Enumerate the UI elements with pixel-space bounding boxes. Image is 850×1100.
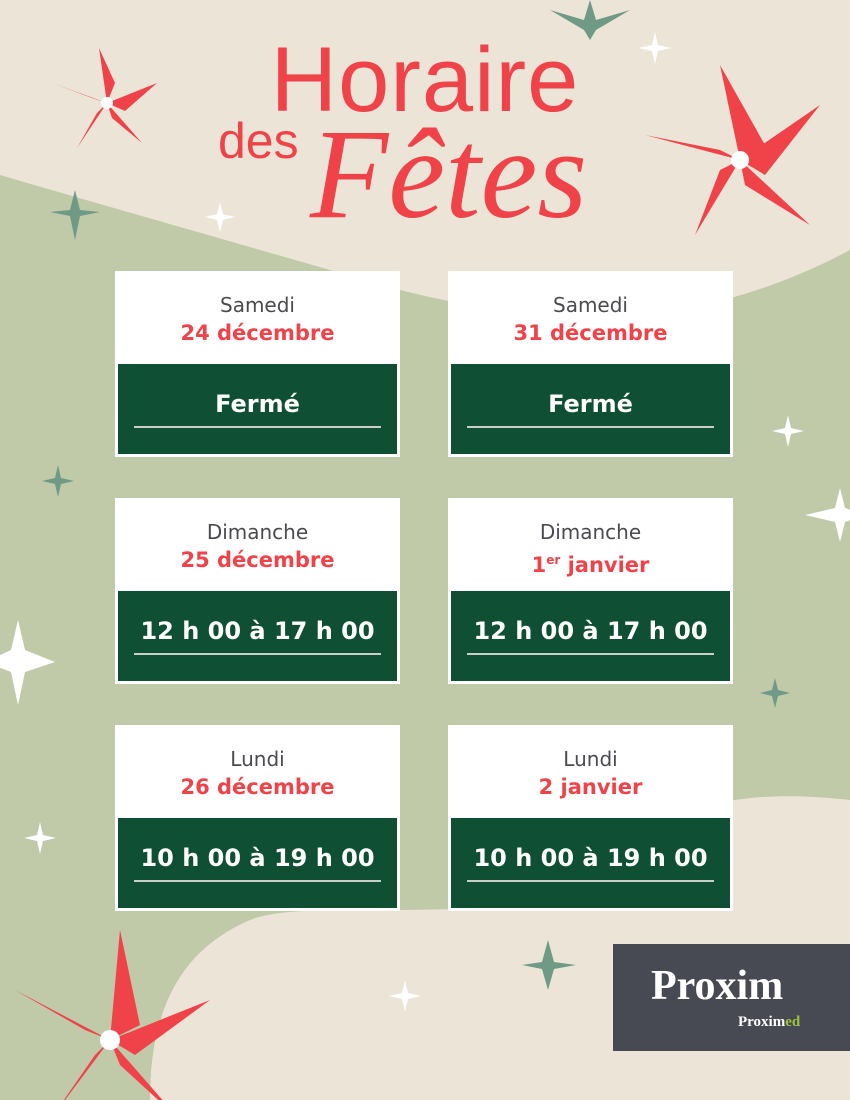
title-des: des bbox=[218, 113, 299, 169]
schedule-card: Dimanche 1er janvier 12 h 00 à 17 h 00 bbox=[448, 498, 733, 684]
card-day: Dimanche bbox=[206, 520, 309, 544]
divider bbox=[134, 880, 381, 882]
divider bbox=[467, 653, 714, 655]
card-day: Lundi bbox=[563, 747, 618, 771]
logo-sub: Proximed bbox=[738, 1014, 801, 1030]
poinsettia-icon bbox=[645, 65, 820, 235]
divider bbox=[467, 426, 714, 428]
title-horaire: Horaire bbox=[270, 29, 580, 131]
card-hours: 10 h 00 à 19 h 00 bbox=[140, 844, 375, 872]
card-hours: 12 h 00 à 17 h 00 bbox=[140, 617, 375, 645]
card-hours: Fermé bbox=[215, 390, 300, 418]
schedule-card: Dimanche 25 décembre 12 h 00 à 17 h 00 bbox=[115, 498, 400, 684]
card-date: 24 décembre bbox=[180, 321, 335, 345]
divider bbox=[134, 653, 381, 655]
card-day: Samedi bbox=[553, 293, 628, 317]
card-date: 25 décembre bbox=[180, 548, 335, 572]
card-date: 2 janvier bbox=[538, 775, 643, 799]
card-hours: 10 h 00 à 19 h 00 bbox=[473, 844, 708, 872]
card-date: 31 décembre bbox=[513, 321, 668, 345]
card-hours: Fermé bbox=[548, 390, 633, 418]
star-leaf-icon bbox=[42, 0, 790, 990]
title-fetes: Fêtes bbox=[310, 103, 588, 245]
poinsettia-icon bbox=[15, 930, 210, 1100]
card-hours: 12 h 00 à 17 h 00 bbox=[473, 617, 708, 645]
divider bbox=[467, 880, 714, 882]
poinsettia-icon bbox=[52, 48, 157, 148]
card-date: 1er janvier bbox=[531, 553, 650, 577]
card-day: Samedi bbox=[220, 293, 295, 317]
card-date: 26 décembre bbox=[180, 775, 335, 799]
schedule-card: Samedi 24 décembre Fermé bbox=[115, 271, 400, 457]
schedule-card: Lundi 26 décembre 10 h 00 à 19 h 00 bbox=[115, 725, 400, 911]
card-day: Dimanche bbox=[539, 520, 642, 544]
logo-main: Proxim bbox=[651, 963, 784, 1009]
divider bbox=[134, 426, 381, 428]
schedule-card: Samedi 31 décembre Fermé bbox=[448, 271, 733, 457]
schedule-card: Lundi 2 janvier 10 h 00 à 19 h 00 bbox=[448, 725, 733, 911]
proxim-logo: Proxim Proximed bbox=[613, 944, 850, 1051]
sparkle-icon bbox=[0, 32, 850, 1012]
card-day: Lundi bbox=[230, 747, 285, 771]
